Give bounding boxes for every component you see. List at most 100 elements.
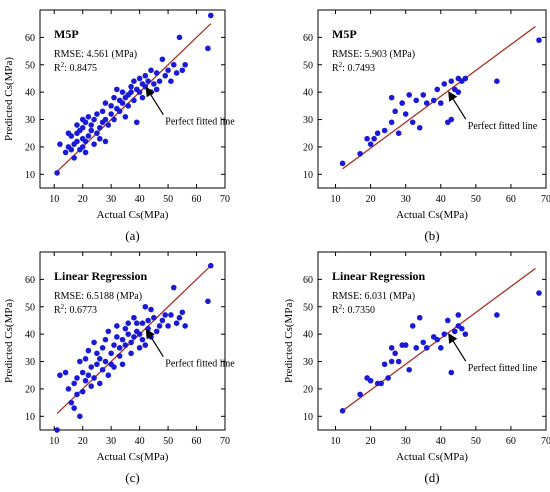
data-point	[388, 94, 395, 101]
y-tick-label: 20	[303, 142, 313, 153]
data-point	[114, 323, 120, 329]
rmse-label: RMSE: 5.903 (MPa)	[332, 49, 415, 60]
x-tick-label: 20	[366, 194, 376, 205]
data-point	[131, 334, 137, 340]
data-point	[455, 312, 462, 318]
data-point	[96, 135, 103, 142]
annotation-label: Perfect fitted line	[468, 363, 538, 374]
data-point	[139, 336, 146, 343]
chart-panel-a: 10 20 30 40 50 60 70 10 20 30 40 50 60 Actual Cs(MPa)…	[3, 9, 235, 243]
data-point	[94, 350, 100, 357]
y-tick-label: 60	[25, 33, 35, 44]
data-point	[111, 364, 117, 370]
data-point	[94, 130, 100, 137]
r2-prefix: R	[332, 63, 339, 74]
data-point	[156, 323, 163, 329]
data-point	[399, 100, 405, 106]
x-axis-label: Actual Cs(MPa)	[97, 209, 169, 221]
r2-label: R2: 0.8475	[54, 61, 97, 74]
r2-superscript: 2	[339, 61, 343, 69]
data-point	[170, 284, 177, 291]
data-point	[437, 100, 444, 106]
y-tick-label: 30	[303, 357, 313, 368]
data-point	[114, 334, 120, 340]
x-tick-label: 70	[541, 194, 550, 205]
data-point	[99, 366, 106, 373]
data-point	[165, 323, 171, 329]
data-point	[392, 108, 398, 115]
x-tick-label: 20	[78, 436, 88, 447]
data-point	[434, 336, 441, 343]
data-point	[136, 75, 143, 82]
panel-label: (b)	[424, 228, 439, 243]
data-point	[105, 328, 112, 335]
x-tick-label: 30	[401, 436, 411, 447]
y-tick-label: 60	[25, 275, 35, 286]
data-point	[142, 72, 149, 79]
data-point	[108, 350, 114, 357]
data-point	[395, 358, 402, 365]
data-point	[385, 375, 391, 381]
data-point	[151, 314, 157, 321]
data-point	[162, 312, 169, 318]
data-point	[416, 124, 423, 131]
data-point	[406, 366, 413, 373]
x-tick-label: 40	[436, 436, 446, 447]
data-point	[494, 78, 500, 84]
data-point	[162, 72, 169, 79]
y-tick-label: 30	[25, 115, 35, 126]
data-point	[68, 399, 75, 406]
y-axis-label: Predicted Cs(MPa)	[3, 57, 15, 141]
y-tick-label: 50	[303, 302, 313, 313]
x-tick-label: 10	[49, 436, 59, 447]
data-point	[182, 323, 188, 329]
y-tick-label: 20	[303, 384, 313, 395]
data-point	[179, 309, 186, 316]
data-point	[82, 377, 89, 384]
data-point	[136, 331, 143, 337]
data-point	[128, 350, 134, 357]
data-point	[437, 345, 444, 351]
y-tick-label: 10	[303, 412, 313, 423]
rmse-label: RMSE: 4.561 (MPa)	[54, 49, 137, 60]
panel-label: (d)	[424, 470, 439, 485]
r2-superscript: 2	[339, 303, 343, 311]
data-point	[122, 114, 129, 120]
data-point	[153, 70, 160, 76]
data-point	[96, 380, 103, 387]
data-point	[128, 339, 134, 346]
data-point	[114, 86, 120, 93]
x-tick-label: 30	[106, 436, 116, 447]
data-point	[205, 298, 211, 305]
data-point	[88, 383, 95, 389]
y-tick-label: 60	[303, 275, 313, 286]
x-tick-label: 60	[506, 194, 516, 205]
chart-title: M5P	[332, 27, 357, 41]
x-tick-label: 40	[135, 194, 145, 205]
data-point	[448, 78, 455, 84]
x-tick-label: 50	[471, 194, 481, 205]
data-point	[94, 111, 100, 117]
plot-frame	[39, 9, 226, 189]
x-tick-label: 30	[401, 194, 411, 205]
data-point	[388, 119, 395, 126]
y-tick-label: 40	[25, 88, 35, 99]
data-point	[388, 358, 395, 365]
data-point	[423, 100, 430, 106]
data-point	[536, 37, 542, 43]
data-point	[122, 325, 129, 332]
data-point	[364, 135, 370, 142]
data-point	[68, 133, 75, 139]
x-tick-label: 50	[163, 194, 173, 205]
r2-prefix: R	[54, 305, 61, 316]
data-point	[119, 361, 126, 368]
x-axis-label: Actual Cs(MPa)	[396, 451, 468, 463]
y-tick-label: 10	[303, 170, 313, 181]
data-point	[128, 83, 134, 90]
r2-label: R2: 0.6773	[54, 303, 97, 316]
data-point	[79, 388, 86, 395]
x-tick-label: 60	[506, 436, 516, 447]
y-tick-label: 40	[25, 330, 35, 341]
data-point	[102, 116, 109, 123]
